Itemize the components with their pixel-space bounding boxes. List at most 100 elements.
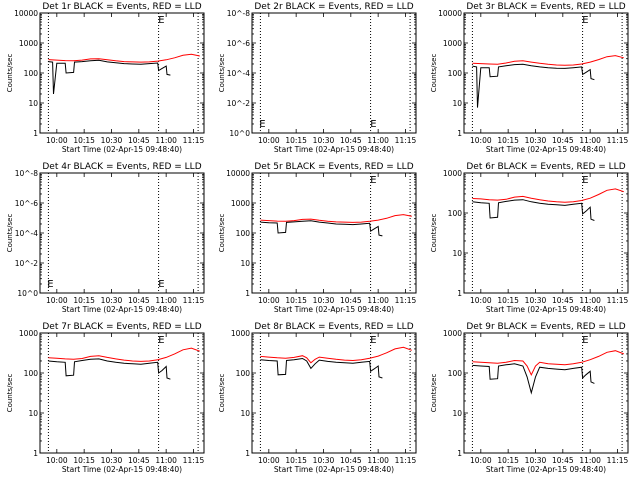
- y-tick-label: 10: [240, 259, 250, 268]
- y-tick-label: 1000: [231, 329, 250, 338]
- x-tick-label: 10:30: [525, 296, 547, 305]
- events-series-line: [260, 357, 383, 379]
- events-series-line: [472, 199, 595, 221]
- y-tick-label: 100: [24, 69, 39, 78]
- x-tick-label: 10:30: [101, 136, 123, 145]
- plot-frame: [251, 172, 417, 294]
- x-tick-label: 10:45: [128, 456, 150, 465]
- x-tick-label: 10:15: [285, 136, 307, 145]
- x-tick-label: 10:00: [470, 456, 492, 465]
- x-tick-label: 11:15: [607, 456, 629, 465]
- panel-title: Det 4r BLACK = Events, RED = LLD: [42, 162, 201, 172]
- y-tick-label: 1000: [443, 169, 462, 178]
- plot-frame: [251, 12, 417, 134]
- panel-title: Det 6r BLACK = Events, RED = LLD: [466, 162, 625, 172]
- x-tick-label: 10:45: [340, 136, 362, 145]
- events-series-line: [48, 358, 171, 380]
- event-marker: E: [158, 15, 164, 26]
- y-tick-label: 10000: [14, 9, 38, 18]
- x-tick-label: 10:00: [258, 456, 280, 465]
- x-tick-label: 10:45: [552, 136, 574, 145]
- event-marker: E: [582, 335, 588, 346]
- x-tick-label: 11:00: [155, 136, 177, 145]
- y-tick-label: 1000: [19, 329, 38, 338]
- x-tick-label: 10:00: [46, 136, 68, 145]
- y-axis-label: Counts/sec: [430, 374, 438, 413]
- x-axis-label: Start Time (02-Apr-15 09:48:40): [486, 305, 606, 314]
- y-tick-label: 100: [236, 369, 251, 378]
- panel-title: Det 5r BLACK = Events, RED = LLD: [254, 162, 413, 172]
- x-axis-label: Start Time (02-Apr-15 09:48:40): [486, 465, 606, 474]
- y-tick-label: 100: [448, 209, 463, 218]
- x-tick-label: 11:15: [607, 136, 629, 145]
- detector-panel-8: Det 8r BLACK = Events, RED = LLD 10:00 10:…: [218, 322, 417, 474]
- x-tick-label: 10:30: [313, 456, 335, 465]
- x-tick-label: 10:30: [313, 136, 335, 145]
- y-tick-label: 1000: [443, 329, 462, 338]
- x-tick-label: 11:00: [579, 456, 601, 465]
- x-tick-label: 10:45: [552, 296, 574, 305]
- y-axis-label: Counts/sec: [218, 374, 226, 413]
- x-tick-label: 10:45: [128, 136, 150, 145]
- y-tick-label: 1: [457, 449, 462, 458]
- event-marker: E: [370, 335, 376, 346]
- x-tick-label: 11:00: [367, 136, 389, 145]
- x-axis-label: Start Time (02-Apr-15 09:48:40): [62, 145, 182, 154]
- plot-frame: [39, 332, 205, 454]
- detector-panel-6: Det 6r BLACK = Events, RED = LLD 10:00 10:…: [430, 162, 629, 314]
- y-tick-label: 100: [24, 369, 39, 378]
- y-axis-label: Counts/sec: [430, 214, 438, 253]
- y-axis-label: Counts/sec: [218, 54, 226, 93]
- x-tick-label: 10:00: [258, 296, 280, 305]
- x-tick-label: 11:15: [183, 456, 205, 465]
- panel-title: Det 9r BLACK = Events, RED = LLD: [466, 322, 625, 332]
- x-tick-label: 10:30: [101, 296, 123, 305]
- lld-series-line: [472, 350, 624, 376]
- y-tick-label: 10^0: [17, 289, 38, 298]
- y-tick-label: 10: [452, 99, 462, 108]
- lld-series-line: [472, 188, 624, 203]
- lld-series-line: [260, 346, 412, 364]
- events-series-line: [260, 220, 383, 237]
- x-tick-label: 10:15: [285, 456, 307, 465]
- x-tick-label: 11:15: [395, 296, 417, 305]
- x-tick-label: 10:30: [525, 456, 547, 465]
- lld-series-line: [48, 53, 200, 63]
- x-tick-label: 11:00: [155, 296, 177, 305]
- x-tick-label: 11:15: [395, 136, 417, 145]
- lld-series-line: [472, 55, 624, 66]
- y-tick-label: 1: [457, 289, 462, 298]
- x-tick-label: 11:15: [395, 456, 417, 465]
- y-tick-label: 100: [448, 69, 463, 78]
- x-tick-label: 11:15: [183, 296, 205, 305]
- detector-panel-7: Det 7r BLACK = Events, RED = LLD 10:00 10:…: [6, 322, 205, 474]
- y-tick-label: 10^-6: [227, 39, 251, 48]
- x-tick-label: 10:45: [128, 296, 150, 305]
- plot-frame: [251, 332, 417, 454]
- panel-title: Det 7r BLACK = Events, RED = LLD: [42, 322, 201, 332]
- detector-panel-5: Det 5r BLACK = Events, RED = LLD 10:00 10:…: [218, 162, 417, 314]
- event-marker: E: [47, 279, 53, 290]
- event-marker: E: [582, 175, 588, 186]
- x-tick-label: 11:00: [367, 296, 389, 305]
- y-tick-label: 10^-8: [227, 9, 251, 18]
- event-marker: E: [370, 119, 376, 130]
- x-tick-label: 10:00: [46, 456, 68, 465]
- y-tick-label: 1000: [443, 39, 462, 48]
- x-tick-label: 10:15: [73, 456, 95, 465]
- x-tick-label: 10:45: [340, 456, 362, 465]
- x-tick-label: 10:45: [340, 296, 362, 305]
- y-tick-label: 10: [240, 409, 250, 418]
- x-tick-label: 10:00: [258, 136, 280, 145]
- y-tick-label: 10: [28, 99, 38, 108]
- x-tick-label: 10:15: [73, 136, 95, 145]
- panel-title: Det 3r BLACK = Events, RED = LLD: [466, 2, 625, 12]
- event-marker: E: [158, 335, 164, 346]
- y-axis-label: Counts/sec: [430, 54, 438, 93]
- y-tick-label: 1000: [231, 199, 250, 208]
- event-marker: E: [582, 15, 588, 26]
- y-axis-label: Counts/sec: [6, 374, 14, 413]
- y-tick-label: 1: [245, 289, 250, 298]
- plot-frame: [463, 12, 629, 134]
- x-tick-label: 10:30: [101, 456, 123, 465]
